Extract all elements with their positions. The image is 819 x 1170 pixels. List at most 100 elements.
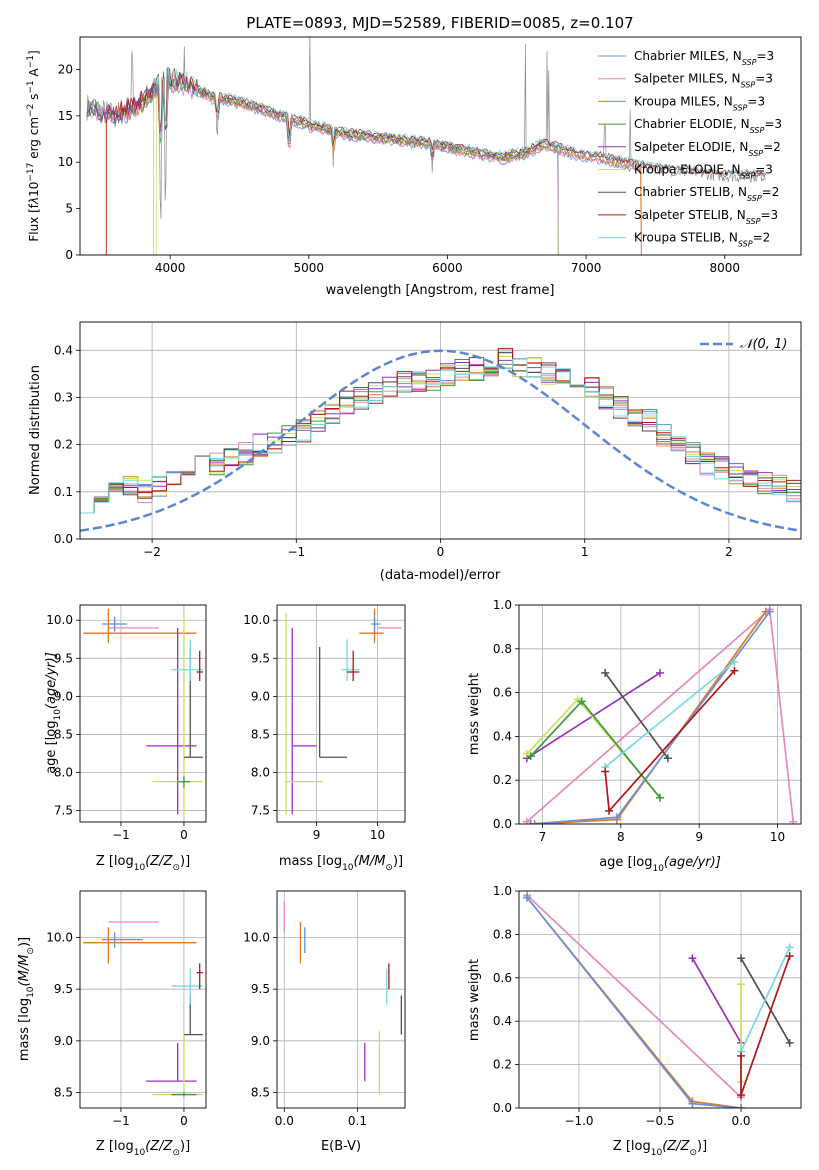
legend-nssp-label: , N bbox=[729, 208, 746, 222]
legend-nssp-label: , N bbox=[724, 72, 741, 86]
series-marker bbox=[737, 1104, 746, 1108]
series-salpeter-miles bbox=[523, 891, 746, 1102]
y-tick-label: 1.0 bbox=[493, 598, 512, 612]
series-salpeter-miles bbox=[522, 605, 798, 824]
series-marker bbox=[785, 1038, 794, 1047]
x-axis-label: Z [log10(Z/Z⊙)] bbox=[96, 1139, 190, 1158]
series-marker bbox=[785, 952, 794, 961]
point-kroupa-miles bbox=[359, 608, 384, 644]
series-marker bbox=[656, 793, 664, 802]
y-tick-label: 7.5 bbox=[251, 804, 270, 818]
series-marker bbox=[656, 668, 664, 677]
series-marker bbox=[688, 954, 697, 963]
plot-area bbox=[83, 921, 203, 1097]
point-salpeter-stelib bbox=[347, 650, 360, 682]
legend-nssp-sub: SSP bbox=[738, 239, 753, 248]
point-kroupa-stelib bbox=[341, 639, 360, 682]
legend-eq: = bbox=[753, 231, 763, 245]
legend-eq: = bbox=[760, 208, 770, 222]
y-tick-label: 10 bbox=[58, 155, 73, 169]
point-salpeter-elodie bbox=[291, 627, 317, 815]
y-tick-label: 10.0 bbox=[243, 931, 270, 945]
y-axis-label-part: A bbox=[27, 68, 41, 81]
y-axis-label-part: erg cm bbox=[27, 117, 41, 163]
y-tick-label: 0.2 bbox=[493, 1058, 512, 1072]
x-axis-label-part: (Z/Z bbox=[145, 854, 173, 869]
y-tick-label: 9.0 bbox=[251, 1034, 270, 1048]
legend-nssp-sub: SSP bbox=[742, 58, 757, 67]
series-marker bbox=[785, 943, 794, 952]
legend-nssp-value: 3 bbox=[771, 208, 779, 222]
x-tick-label: −2 bbox=[143, 545, 161, 559]
series-chabrier-elodie bbox=[526, 697, 664, 802]
x-axis-label-part: Z [log bbox=[96, 1139, 134, 1154]
series-line bbox=[740, 955, 791, 1096]
x-axis-label: mass [log10(M/M⊙)] bbox=[279, 854, 403, 873]
point-salpeter-stelib bbox=[196, 963, 203, 990]
x-axis-label-part: (M/M bbox=[354, 854, 386, 869]
y-tick-label: 0.4 bbox=[493, 1014, 512, 1028]
x-tick-label: 10 bbox=[770, 830, 785, 844]
legend-nssp-value: 3 bbox=[767, 49, 775, 63]
x-axis-label-part: 10 bbox=[342, 863, 354, 873]
series-marker bbox=[737, 980, 746, 989]
legend-nssp-sub: SSP bbox=[741, 80, 756, 89]
point-kroupa-stelib bbox=[171, 639, 203, 682]
legend-nssp-label: , N bbox=[725, 49, 742, 63]
y-tick-label: 0.3 bbox=[54, 390, 73, 404]
series-chabrier-miles bbox=[526, 607, 774, 824]
y-tick-label: 0.4 bbox=[493, 729, 512, 743]
x-tick-label: 10 bbox=[370, 828, 385, 842]
y-tick-label: 0.0 bbox=[493, 817, 512, 831]
point-kroupa-miles bbox=[83, 927, 197, 964]
plot-area bbox=[80, 347, 801, 532]
point-chabrier-stelib bbox=[319, 646, 348, 758]
series-line bbox=[604, 672, 669, 759]
series-chabrier-stelib bbox=[601, 668, 672, 763]
y-tick-label: 9.0 bbox=[54, 689, 73, 703]
y-axis-label-group: Flux [fλ10−17 erg cm−2 s−1 A−1] bbox=[26, 50, 41, 241]
model-line-salpeter-elodie bbox=[86, 73, 559, 255]
x-tick-label: 1 bbox=[581, 545, 589, 559]
x-tick-label: 0.1 bbox=[348, 1114, 367, 1128]
legend-model-name: Chabrier ELODIE bbox=[634, 117, 733, 131]
point-salpeter-stelib bbox=[196, 650, 203, 682]
x-axis-label-part: (Z/Z bbox=[662, 1139, 690, 1154]
y-axis-label-part: (age/yr)] bbox=[44, 652, 59, 709]
series-kroupa-stelib bbox=[737, 943, 794, 1056]
axes-frame bbox=[79, 890, 207, 1109]
legend-entry: Chabrier STELIB, NSSP=2 bbox=[634, 185, 779, 203]
y-axis-label-part: ⊙ bbox=[26, 947, 36, 955]
series-line bbox=[526, 896, 742, 1108]
axes-frame bbox=[276, 604, 406, 823]
y-tick-label: 0.4 bbox=[54, 343, 73, 357]
series-marker bbox=[765, 607, 774, 616]
y-axis-label: Flux [fλ10−17 erg cm−2 s−1 A−1] bbox=[26, 50, 41, 241]
y-tick-label: 0.0 bbox=[493, 1101, 512, 1115]
x-axis-label-part: )] bbox=[393, 854, 403, 869]
x-tick-label: 9 bbox=[695, 830, 703, 844]
legend-nssp-sub: SSP bbox=[741, 171, 756, 180]
axes-frame bbox=[79, 321, 802, 540]
y-tick-label: 9.0 bbox=[54, 1034, 73, 1048]
legend-eq: = bbox=[747, 94, 757, 108]
x-tick-label: 9 bbox=[313, 828, 321, 842]
x-axis-label-part: Z [log bbox=[96, 854, 134, 869]
y-axis-label-part: λ bbox=[27, 197, 41, 205]
legend-entry: Kroupa STELIB, NSSP=2 bbox=[634, 231, 770, 249]
x-axis-label-part: mass [log bbox=[279, 854, 342, 869]
x-axis-label: Z [log10(Z/Z⊙)] bbox=[613, 1139, 707, 1158]
legend-eq: = bbox=[756, 49, 766, 63]
y-tick-label: 0.0 bbox=[54, 532, 73, 546]
series-kroupa-miles bbox=[523, 893, 746, 1108]
y-tick-label: 8.5 bbox=[251, 1086, 270, 1100]
series-kroupa-elodie bbox=[522, 695, 664, 802]
series-line bbox=[604, 670, 736, 813]
panel-mass_vs_ebv: 0.0 0.1 8.5 9.0 9.5 10.0 E(B-V) bbox=[243, 890, 406, 1154]
y-tick-label: 0.8 bbox=[493, 642, 512, 656]
x-axis-label-part: ⊙ bbox=[689, 1148, 697, 1158]
x-axis-label-part: )] bbox=[180, 854, 190, 869]
legend-nssp-value: 3 bbox=[765, 163, 773, 177]
y-tick-label: 5 bbox=[65, 202, 73, 216]
